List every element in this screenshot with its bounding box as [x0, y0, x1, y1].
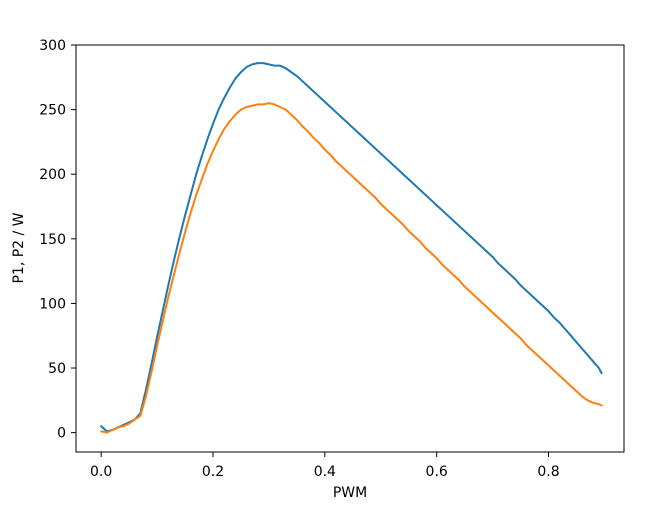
y-tick-label: 300: [39, 38, 66, 54]
x-tick-label: 0.0: [90, 464, 112, 480]
y-axis: 0 50 100 150 200 250 300: [39, 38, 76, 442]
y-tick-label: 150: [39, 232, 66, 248]
x-axis: 0.0 0.2 0.4 0.6 0.8: [90, 452, 560, 480]
y-tick-label: 250: [39, 103, 66, 119]
y-tick-label: 200: [39, 167, 66, 183]
series-line-2: [100, 102, 603, 434]
x-tick-label: 0.2: [202, 464, 224, 480]
x-tick-label: 0.4: [314, 464, 336, 480]
y-axis-label: P1, P2 / W: [11, 212, 27, 283]
series-line-1: [100, 62, 603, 433]
y-tick-label: 100: [39, 296, 66, 312]
x-tick-label: 0.8: [537, 464, 559, 480]
y-tick-label: 0: [57, 426, 66, 442]
plot-frame: [75, 44, 625, 453]
x-tick-label: 0.6: [426, 464, 448, 480]
x-axis-label: PWM: [333, 485, 367, 501]
y-tick-label: 50: [48, 361, 66, 377]
series-layer: [100, 62, 603, 434]
